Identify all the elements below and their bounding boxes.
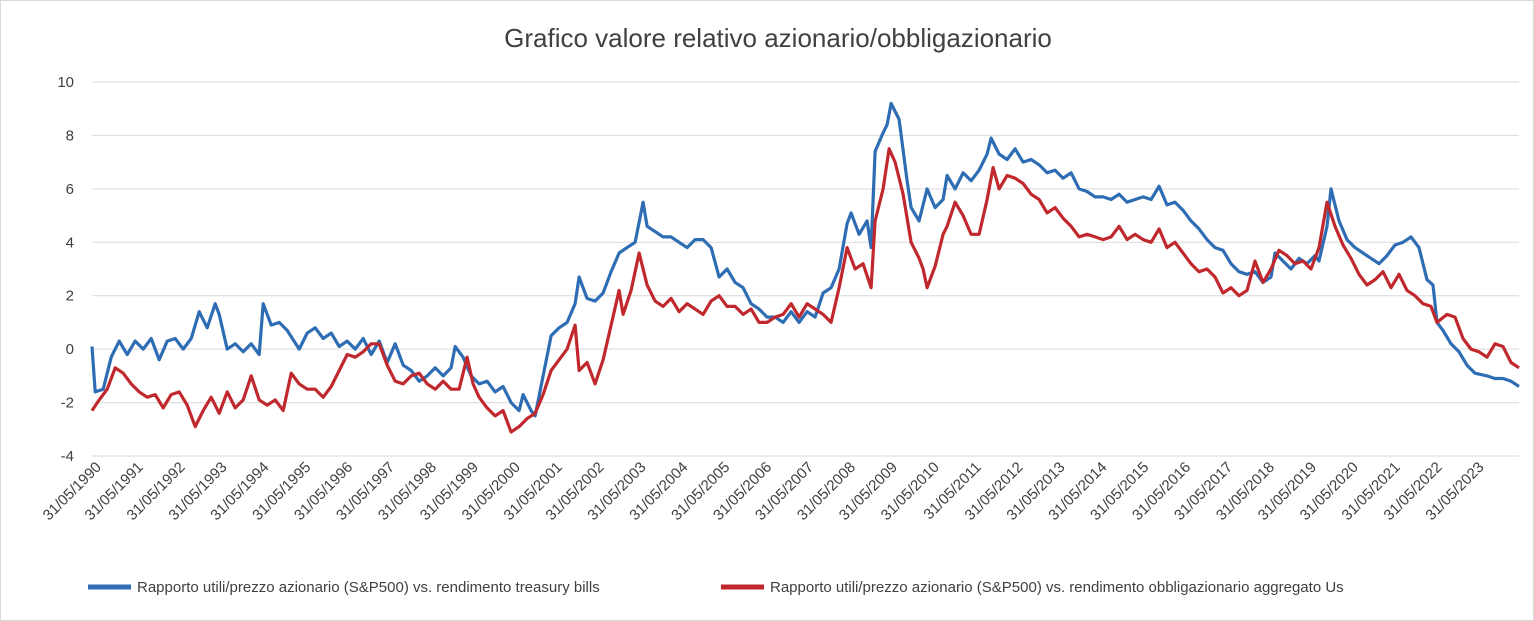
series-lines — [90, 101, 1520, 434]
y-tick-label: -4 — [61, 448, 74, 465]
y-tick-label: 6 — [66, 181, 74, 198]
y-tick-label: 2 — [66, 288, 74, 305]
series-line-aggregate — [90, 147, 1520, 434]
gridlines — [92, 81, 1519, 457]
y-tick-label: 10 — [57, 74, 74, 91]
x-axis-ticks: 31/05/199031/05/199131/05/199231/05/1993… — [40, 459, 1488, 524]
y-tick-label: 8 — [66, 127, 74, 144]
series-line-treasury — [90, 101, 1520, 418]
chart-title: Grafico valore relativo azionario/obblig… — [504, 23, 1052, 53]
legend: Rapporto utili/prezzo azionario (S&P500)… — [88, 579, 1344, 596]
y-tick-label: 0 — [66, 341, 74, 358]
legend-label-aggregate: Rapporto utili/prezzo azionario (S&P500)… — [770, 579, 1344, 596]
legend-label-treasury: Rapporto utili/prezzo azionario (S&P500)… — [137, 579, 600, 596]
y-axis-ticks: 10 8 6 4 2 0 -2 -4 — [57, 74, 74, 465]
y-tick-label: 4 — [66, 234, 74, 251]
y-tick-label: -2 — [61, 395, 74, 412]
